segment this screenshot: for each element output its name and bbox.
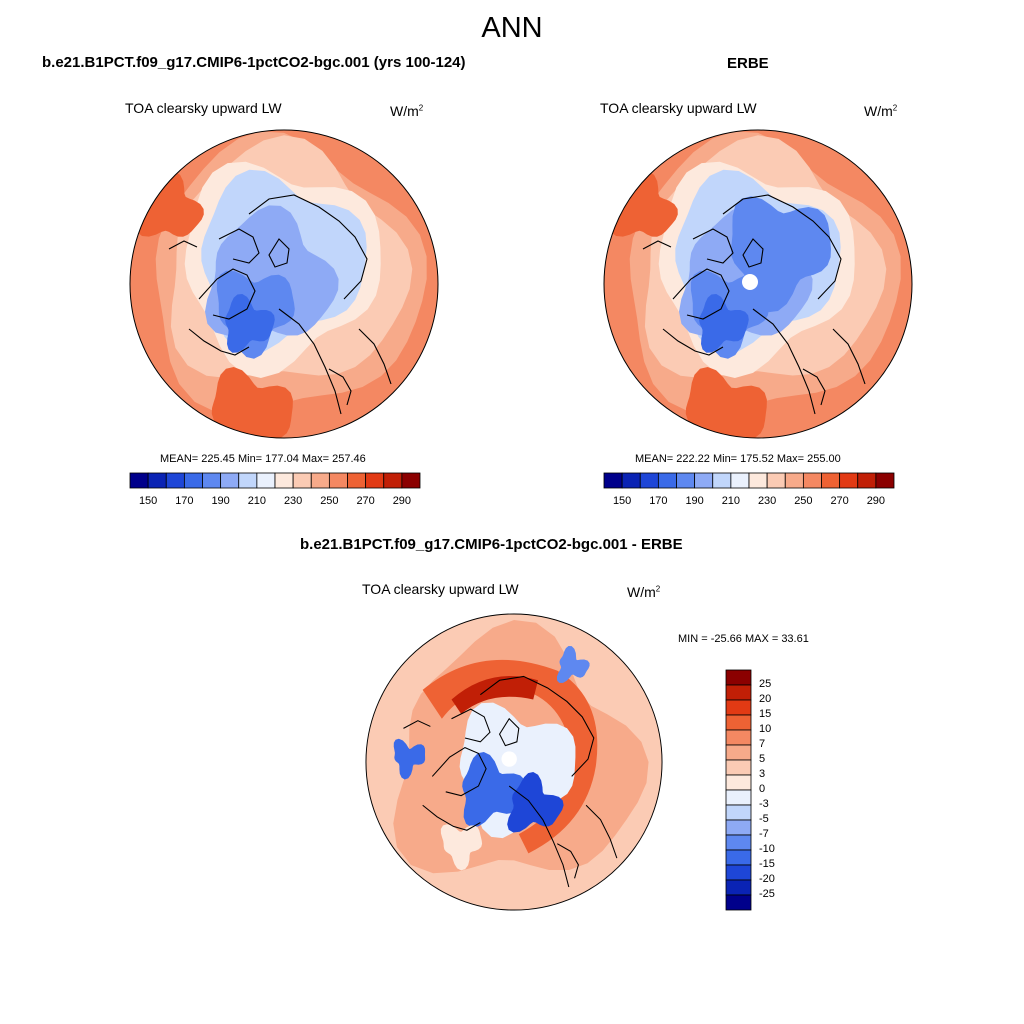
colorbar-tick-label: 270 [830,495,849,507]
figure-season-title: ANN [481,12,543,44]
colorbar-tick-label: 250 [320,495,339,507]
colorbar-tick-label: 10 [759,723,772,735]
colorbar-box [766,472,786,489]
colorbar-box [725,774,752,791]
colorbar-box [748,472,768,489]
colorbar-tick-label: 25 [759,678,772,690]
colorbar-tick-label: 15 [759,708,772,720]
colorbar-tick-label: -3 [759,798,769,810]
colorbar-tick-label: -5 [759,813,769,825]
colorbar-tick-label: 290 [392,495,412,507]
diff-polar-map [365,613,663,911]
colorbar-tick-label: -25 [759,888,775,900]
colorbar-box [725,744,752,761]
colorbar-tick-label: 290 [866,495,886,507]
colorbar-tick-label: 20 [759,693,772,705]
colorbar-box [725,714,752,731]
colorbar-tick-label: 210 [247,495,267,507]
diff-variable-label: TOA clearsky upward LW [362,581,519,597]
colorbar-tick-label: 3 [759,768,766,780]
colorbar-tick-label: 150 [138,495,158,507]
diff-case-title: b.e21.B1PCT.f09_g17.CMIP6-1pctCO2-bgc.00… [300,536,683,553]
colorbar-box [365,472,385,489]
obs-case-title: ERBE [727,55,769,72]
colorbar-box [725,864,752,881]
obs-colorbar [603,472,895,489]
colorbar-box [725,684,752,701]
colorbar-box [712,472,732,489]
colorbar-tick-label: 270 [356,495,375,507]
colorbar-box [383,472,403,489]
colorbar-box [725,834,752,851]
colorbar-box [657,472,677,489]
colorbar-tick-label: -7 [759,828,769,840]
colorbar-tick-label: 7 [759,738,766,750]
colorbar-box [202,472,222,489]
model-case-title: b.e21.B1PCT.f09_g17.CMIP6-1pctCO2-bgc.00… [42,54,466,71]
diff-colorbar [725,669,752,911]
obs-polar-map [603,129,913,439]
colorbar-tick-label: 5 [759,753,766,765]
colorbar-tick-label: 230 [757,495,777,507]
colorbar-box [621,472,641,489]
colorbar-box [639,472,659,489]
colorbar-box [802,472,822,489]
model-units-label: W/m2 [390,103,424,119]
colorbar-box [821,472,841,489]
colorbar-box [292,472,312,489]
obs-units-label: W/m2 [864,103,898,119]
colorbar-box [730,472,750,489]
diff-stats-text: MIN = -25.66 MAX = 33.61 [678,633,809,645]
colorbar-box [129,472,149,489]
colorbar-tick-label: 170 [175,495,194,507]
colorbar-box [220,472,240,489]
colorbar-box [347,472,367,489]
colorbar-tick-label: 250 [794,495,813,507]
colorbar-tick-label: 170 [649,495,668,507]
colorbar-box [328,472,348,489]
colorbar-box [165,472,185,489]
colorbar-box [725,819,752,836]
colorbar-tick-label: 210 [721,495,741,507]
model-colorbar [129,472,421,489]
colorbar-box [725,729,752,746]
colorbar-tick-label: -20 [759,873,775,885]
colorbar-box [725,894,752,911]
obs-variable-label: TOA clearsky upward LW [600,100,757,116]
colorbar-tick-label: -15 [759,858,775,870]
colorbar-box [857,472,877,489]
diff-units-label: W/m2 [627,584,661,600]
colorbar-tick-label: 0 [759,783,766,795]
model-polar-map [129,129,439,439]
colorbar-tick-label: 190 [685,495,704,507]
colorbar-box [147,472,167,489]
colorbar-box [310,472,330,489]
colorbar-box [725,789,752,806]
colorbar-box [725,699,752,716]
colorbar-box [725,669,752,686]
model-stats-text: MEAN= 225.45 Min= 177.04 Max= 257.46 [160,453,366,465]
colorbar-box [839,472,859,489]
colorbar-box [725,879,752,896]
colorbar-box [183,472,203,489]
colorbar-tick-label: -10 [759,843,775,855]
colorbar-box [401,472,421,489]
colorbar-box [784,472,804,489]
colorbar-box [238,472,258,489]
model-variable-label: TOA clearsky upward LW [125,100,282,116]
colorbar-box [725,804,752,821]
obs-stats-text: MEAN= 222.22 Min= 175.52 Max= 255.00 [635,453,841,465]
colorbar-box [676,472,696,489]
colorbar-box [694,472,714,489]
colorbar-box [875,472,895,489]
colorbar-box [256,472,276,489]
colorbar-box [274,472,294,489]
colorbar-tick-label: 230 [283,495,303,507]
colorbar-tick-label: 190 [211,495,230,507]
colorbar-box [725,849,752,866]
colorbar-box [603,472,623,489]
colorbar-box [725,759,752,776]
colorbar-tick-label: 150 [612,495,632,507]
